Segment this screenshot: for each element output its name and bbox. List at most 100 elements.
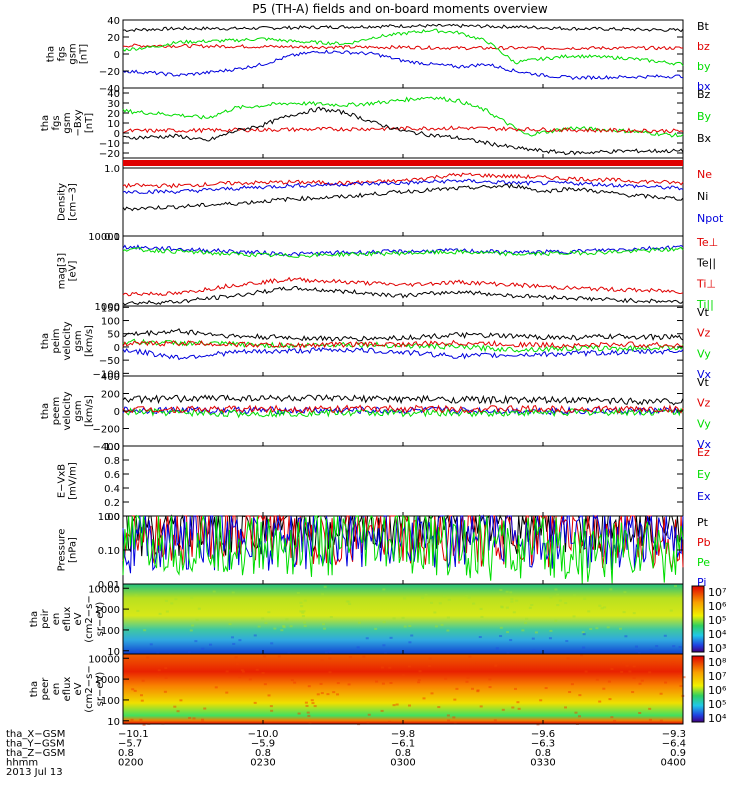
legend-entry: Vy xyxy=(697,417,711,430)
ylabel-line: (cm2−s− xyxy=(84,665,95,712)
series-line xyxy=(122,338,684,353)
ylabel-line: (cm2−s− xyxy=(84,595,95,642)
series-line xyxy=(122,246,684,258)
legend-entry: Npot xyxy=(697,212,724,225)
series-line xyxy=(122,49,684,81)
xaxis-value: 0.8 xyxy=(118,748,134,759)
ylabel-line: tha xyxy=(40,333,51,349)
ytick-label: −50 xyxy=(99,356,120,367)
spectrogram xyxy=(123,654,683,724)
ylabel-line: tha xyxy=(46,46,57,62)
ylabel-line: sr−eV) xyxy=(95,672,106,707)
xaxis-value: −9.8 xyxy=(391,729,415,740)
xaxis-row-label: tha_Y−GSM xyxy=(6,739,65,750)
legend-entry: By xyxy=(697,110,712,123)
ylabel-line: Pressure xyxy=(57,529,68,572)
ylabel-line: gsm xyxy=(73,330,84,351)
ytick-label: 150 xyxy=(101,303,120,314)
legend-entry: Vx xyxy=(697,368,712,381)
legend-entry: Ti|| xyxy=(696,298,714,311)
legend-entry: bz xyxy=(697,40,710,53)
ytick-label: 0.1 xyxy=(104,232,120,243)
panel-6: 400 200 0 −200 −400 tha peem velocity gsm [km/s] V… xyxy=(40,372,712,453)
colorbar-tick: 10³ xyxy=(708,642,726,655)
legend-entry: Bt xyxy=(697,20,710,33)
ytick-label: 1000 xyxy=(95,302,120,313)
xaxis-value: 0300 xyxy=(390,758,415,769)
ytick-label: 10 xyxy=(107,717,120,728)
ytick-label: 0 xyxy=(114,407,120,418)
xaxis-row-label: tha_Z−GSM xyxy=(6,748,65,759)
ylabel-line: velocity xyxy=(62,321,73,360)
series-line xyxy=(122,23,684,33)
ylabel-line: fgs xyxy=(57,46,68,61)
ylabel-line: [cm−3] xyxy=(68,183,79,221)
ylabel-line: eflux xyxy=(62,607,73,632)
ytick-label: 0 xyxy=(114,343,120,354)
ytick-label: −40 xyxy=(99,84,120,95)
ylabel-line: peir xyxy=(40,608,51,628)
ytick-label: 0.4 xyxy=(104,484,120,495)
ylabel-line: eV xyxy=(73,612,84,625)
ytick-label: 20 xyxy=(107,109,120,120)
ylabel-line: [eV] xyxy=(68,261,79,282)
ylabel-line: en xyxy=(51,683,62,696)
xaxis-value: −6.1 xyxy=(391,739,415,750)
xaxis-row-label: tha_X−GSM xyxy=(6,729,65,740)
legend-entry: Vx xyxy=(697,438,712,451)
series-line xyxy=(122,404,684,414)
colorbar-tick: 10⁶ xyxy=(708,684,727,697)
panel-7: 1.0 0.8 0.6 0.4 0.2 0.0 E−VxB [mV/m] Ez Ey Ex xyxy=(57,442,711,523)
panel-8: 1.00 0.10 0.01 Pressure [nPa] Pt Pb Pe Pi xyxy=(57,512,711,591)
colorbar xyxy=(691,655,705,723)
xaxis-value: 0.8 xyxy=(395,748,411,759)
panel-2 xyxy=(122,157,684,169)
series-line xyxy=(122,106,684,156)
ytick-label: 0.6 xyxy=(104,470,120,481)
ytick-label: 100 xyxy=(101,317,120,328)
xaxis-value: −5.9 xyxy=(251,739,275,750)
panel-4: 10000 1000 mag[3] [eV] Te⊥ Te|| Ti⊥ Ti|| xyxy=(57,232,719,313)
ytick-label: 40 xyxy=(107,89,120,100)
ylabel-line: eV xyxy=(73,682,84,695)
legend-entry: Ni xyxy=(697,190,708,203)
xaxis-row-label: 2013 Jul 13 xyxy=(6,767,63,778)
ytick-label: −10 xyxy=(99,139,120,150)
xaxis-value: 0230 xyxy=(250,758,275,769)
series-line xyxy=(122,407,684,419)
panel-5: 150 100 50 0 −50 −100 tha peim velocity gsm [km/s]… xyxy=(40,303,712,381)
ytick-label: 0.2 xyxy=(104,498,120,509)
ytick-label: 1.00 xyxy=(98,512,120,523)
ytick-label: 20 xyxy=(107,33,120,44)
ylabel-line: gsm xyxy=(62,112,73,133)
colorbar xyxy=(691,585,705,653)
ytick-label: 10000 xyxy=(88,654,120,665)
ylabel-line: eflux xyxy=(62,677,73,702)
ytick-label: −20 xyxy=(99,149,120,160)
ytick-label: 1000 xyxy=(95,605,120,616)
ylabel-line: Density xyxy=(57,183,68,221)
series-line xyxy=(122,183,684,212)
spectrogram xyxy=(123,584,683,654)
xaxis-value: 0400 xyxy=(661,758,686,769)
ylabel-line: en xyxy=(51,613,62,626)
panel-0: 40 20 0 −20 −40 tha fgs gsm [nT] Bt bz by bx xyxy=(46,16,711,95)
colorbar-tick: 10⁴ xyxy=(708,712,727,725)
colorbar-tick: 10⁶ xyxy=(708,600,727,613)
legend-entry: by xyxy=(697,60,711,73)
ytick-label: 0.8 xyxy=(104,456,120,467)
series-line xyxy=(122,286,684,306)
ylabel-line: tha xyxy=(29,681,40,697)
ytick-label: 40 xyxy=(107,16,120,27)
ytick-label: 100 xyxy=(101,626,120,637)
ytick-label: 0 xyxy=(114,50,120,61)
xaxis-value: 0.8 xyxy=(535,748,551,759)
xaxis-value: 0.8 xyxy=(255,748,271,759)
xaxis-value: 0330 xyxy=(530,758,555,769)
legend-entry: Ex xyxy=(697,490,711,503)
legend-entry: Ey xyxy=(697,468,711,481)
ylabel-line: [km/s] xyxy=(84,395,95,427)
series-line xyxy=(122,96,684,138)
ylabel-line: tha xyxy=(29,611,40,627)
